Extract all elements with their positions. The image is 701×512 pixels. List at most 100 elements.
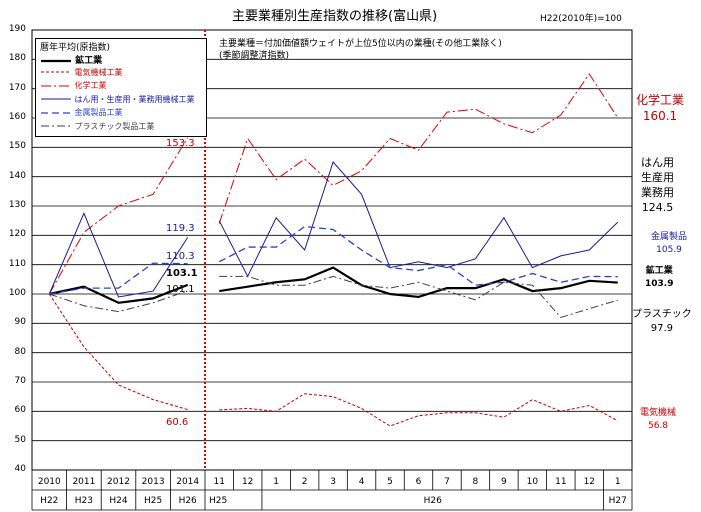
legend-item: 化学工業 xyxy=(40,80,107,91)
series-line-monthly xyxy=(219,393,619,427)
legend-label: 金属製品工業 xyxy=(72,108,123,117)
chart-title: 主要業種別生産指数の推移(富山県) xyxy=(232,9,438,24)
series-end-label: 鉱工業 103.9 xyxy=(645,265,673,291)
series-end-name: 電気機械 xyxy=(640,408,677,418)
base-year-note: H22(2010年)=100 xyxy=(540,14,622,24)
legend-heading: 暦年平均(原指数) xyxy=(40,43,111,53)
legend-item: 金属製品工業 xyxy=(40,107,123,118)
series-end-name: 生産用 xyxy=(641,171,674,184)
series-end-label: 金属製品 105.9 xyxy=(651,231,687,257)
y-tick-label: 190 xyxy=(8,24,26,34)
series-end-value: 97.9 xyxy=(650,323,674,334)
y-tick-label: 110 xyxy=(8,258,26,269)
series-end-label: 電気機械 56.8 xyxy=(640,407,676,433)
series-end-label: プラスチック 97.9 xyxy=(632,308,692,336)
x-era-label: H26 xyxy=(423,496,442,506)
y-tick-label: 180 xyxy=(8,53,26,64)
series-end-value: 160.1 xyxy=(642,109,678,123)
y-tick-label: 170 xyxy=(8,82,26,93)
series-end-value: 105.9 xyxy=(656,245,682,255)
series-end-name: 業務用 xyxy=(641,186,674,199)
y-tick-label: 100 xyxy=(8,288,26,298)
series-line-annual xyxy=(49,283,189,304)
x-tick-label: 11 xyxy=(555,477,567,487)
legend-item: はん用・生産用・業務用機械工業 xyxy=(40,94,195,105)
y-tick-label: 80 xyxy=(14,346,26,357)
series-end-name: 金属製品 xyxy=(651,232,688,242)
x-tick-label: 2013 xyxy=(141,477,165,487)
y-tick-label: 90 xyxy=(14,317,26,328)
y-tick-label: 50 xyxy=(14,434,26,445)
x-tick-label: 2011 xyxy=(72,477,96,487)
x-era-label: H26 xyxy=(178,496,197,506)
legend-swatch xyxy=(41,125,71,127)
series-line-monthly xyxy=(219,275,618,319)
legend-item: 電気機械工業 xyxy=(40,67,123,78)
legend: 暦年平均(原指数) 鉱工業 電気機械工業 化学工業 はん用・生産用・業務用機械工… xyxy=(35,38,207,137)
legend-label: プラスチック製品工業 xyxy=(72,121,155,131)
y-tick-label: 130 xyxy=(8,200,26,210)
x-tick-label: 2012 xyxy=(107,477,130,487)
annual-value-label: 153.3 xyxy=(166,138,195,149)
x-era-label: H25 xyxy=(209,496,228,506)
x-tick-label: 4 xyxy=(358,477,365,487)
x-tick-label: 11 xyxy=(213,477,225,487)
x-era-label: H27 xyxy=(608,496,627,506)
y-tick-label: 40 xyxy=(14,464,26,474)
series-end-name: 鉱工業 xyxy=(645,266,673,276)
series-end-name: はん用 xyxy=(641,156,674,169)
legend-swatch xyxy=(41,59,71,62)
legend-swatch xyxy=(41,98,71,100)
series-line-annual xyxy=(48,293,188,411)
x-era-label: H23 xyxy=(74,496,93,506)
series-end-name: 化学工業 xyxy=(636,93,685,107)
x-tick-label: 7 xyxy=(444,477,450,487)
x-tick-label: 12 xyxy=(583,477,596,487)
series-line-monthly xyxy=(218,161,619,278)
right-section-note-2: (季節調整済指数) xyxy=(219,51,290,61)
x-tick-label: 1 xyxy=(273,477,280,487)
series-line-annual xyxy=(48,137,189,295)
series-end-value: 124.5 xyxy=(641,201,674,214)
annual-value-label: 110.3 xyxy=(166,251,195,262)
y-tick-label: 160 xyxy=(8,112,26,122)
x-era-label: H22 xyxy=(40,496,59,506)
series-end-label: はん用生産用業務用 124.5 xyxy=(641,155,674,215)
legend-item: 鉱工業 xyxy=(40,53,102,66)
annual-value-label: 119.3 xyxy=(166,223,195,234)
series-end-label: 化学工業 160.1 xyxy=(636,92,684,124)
y-tick-label: 150 xyxy=(8,141,26,152)
x-tick-label: 3 xyxy=(330,477,336,487)
legend-item: プラスチック製品工業 xyxy=(40,121,154,132)
x-tick-label: 8 xyxy=(472,477,479,487)
x-tick-label: 9 xyxy=(501,477,507,487)
x-era-label: H25 xyxy=(143,496,163,506)
legend-label: 鉱工業 xyxy=(72,56,103,66)
x-era-label: H24 xyxy=(109,496,128,506)
series-line-monthly xyxy=(218,73,619,224)
x-tick-label: 2014 xyxy=(176,477,200,487)
y-tick-label: 60 xyxy=(14,405,26,416)
plot-frame xyxy=(31,29,633,471)
series-end-value: 103.9 xyxy=(645,279,674,289)
annual-value-label: 101.1 xyxy=(166,284,195,295)
y-tick-label: 140 xyxy=(8,170,26,181)
x-tick-label: 2010 xyxy=(37,477,61,487)
annual-value-label: 60.6 xyxy=(166,417,189,428)
legend-label: 電気機械工業 xyxy=(72,67,123,77)
x-tick-label: 6 xyxy=(415,477,422,487)
legend-label: はん用・生産用・業務用機械工業 xyxy=(72,94,195,104)
series-end-value: 56.8 xyxy=(647,421,669,431)
x-tick-label: 10 xyxy=(526,477,539,487)
x-tick-label: 2 xyxy=(301,477,308,487)
legend-label: 化学工業 xyxy=(72,81,107,90)
series-line-annual xyxy=(49,262,188,295)
legend-swatch xyxy=(41,111,71,114)
right-section-note-1: 主要業種＝付加価値額ウェイトが上位5位以内の業種(その他工業除く) xyxy=(219,39,502,49)
series-line-monthly xyxy=(218,225,618,286)
annual-value-label: 103.1 xyxy=(166,268,198,279)
series-line-monthly xyxy=(219,266,618,299)
y-tick-label: 70 xyxy=(14,376,26,386)
legend-swatch xyxy=(41,85,71,86)
